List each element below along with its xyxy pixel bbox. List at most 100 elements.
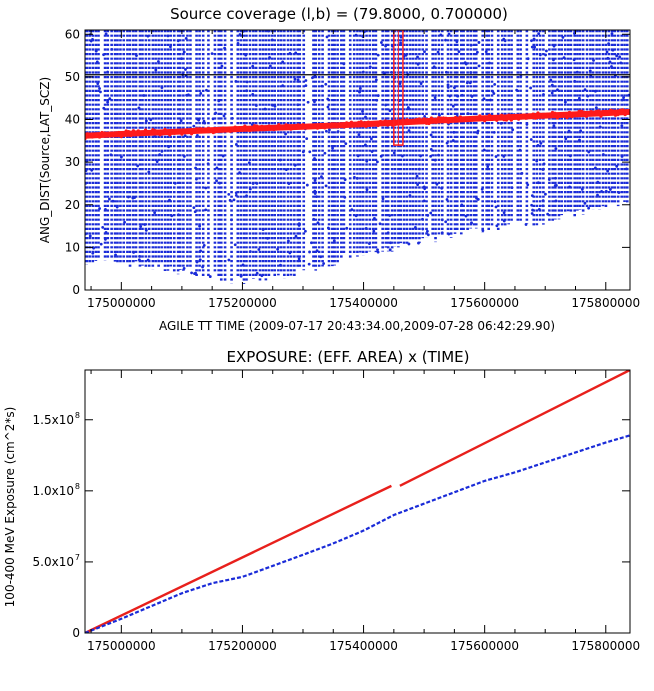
chart1-red-point [567, 110, 572, 114]
chart1-red-point [110, 132, 114, 137]
chart2-ylabel: 100-400 MeV Exposure (cm^2*s) [3, 407, 17, 608]
chart1-blue-point [153, 211, 157, 215]
chart2-xtick-label: 175600000 [450, 639, 519, 653]
chart1-red-point [337, 123, 341, 127]
chart1-blue-point [470, 221, 473, 225]
chart1-blue-point [137, 106, 141, 110]
chart1-red-point [148, 130, 152, 134]
chart1-red-point [216, 127, 220, 131]
chart1-blue-point [529, 138, 533, 141]
chart1-red-point [604, 109, 608, 114]
chart1-red-point [473, 115, 477, 120]
chart1-blue-point [432, 65, 436, 69]
chart1-blue-point [502, 211, 506, 215]
chart1-red-point [458, 115, 463, 119]
chart1-blue-point [554, 147, 558, 150]
chart1-blue-point [218, 181, 222, 185]
chart1-red-point [407, 119, 412, 123]
chart1-red-point [492, 116, 496, 120]
chart1-blue-point [617, 191, 621, 194]
chart1-blue-point [364, 115, 367, 119]
chart1-red-point [267, 124, 271, 128]
chart1-blue-point [257, 248, 261, 251]
chart1-blue-point [328, 128, 331, 132]
chart1-blue-point [401, 154, 404, 158]
chart1-blue-point [227, 258, 231, 262]
chart1-red-point [277, 123, 281, 127]
chart1-red-point [354, 122, 358, 126]
chart1-red-point [306, 124, 310, 128]
chart1-red-point [357, 120, 361, 124]
chart1-red-point [497, 115, 501, 119]
chart1-blue-point [324, 82, 328, 86]
chart1-red-point [533, 116, 538, 120]
chart1-blue-point [241, 263, 245, 267]
chart1-red-point [504, 118, 509, 122]
chart1-blue-point [583, 201, 587, 205]
chart1-frame [84, 29, 631, 291]
chart1-blue-point [263, 107, 267, 111]
chart1-red-point [456, 118, 460, 123]
chart1-red-point [231, 129, 235, 133]
chart1-blue-point [322, 262, 326, 265]
chart1-red-point [332, 122, 337, 126]
chart1-red-point [187, 130, 191, 135]
chart1-blue-point [358, 90, 361, 94]
chart1-red-point [156, 130, 160, 134]
chart1-blue-point [305, 137, 309, 141]
chart1-blue-point [173, 181, 177, 185]
chart2-xtick-label: 175000000 [87, 639, 156, 653]
chart1-blue-point [477, 64, 481, 68]
chart1-red-point [422, 117, 426, 121]
chart1-red-point [463, 116, 467, 120]
chart1-blue-point [199, 249, 202, 253]
chart1-blue-point [586, 94, 590, 98]
chart1-blue-point [287, 239, 290, 243]
chart1-blue-point [537, 207, 541, 211]
chart1-red-point [85, 132, 90, 136]
chart1-blue-point [489, 98, 492, 102]
chart1-blue-point [378, 222, 382, 226]
chart1-blue-point [137, 258, 141, 262]
chart1-red-point [136, 129, 140, 133]
chart1-blue-point [608, 60, 612, 64]
chart1-blue-point [573, 79, 577, 83]
chart2-plot-area [85, 370, 630, 633]
chart1-red-point [209, 129, 213, 133]
chart1-red-point [449, 118, 453, 122]
chart1-blue-point [600, 189, 603, 193]
chart1-red-point [364, 124, 368, 129]
chart1-red-point [371, 122, 375, 126]
chart1-blue-point [255, 271, 259, 275]
chart1-blue-point [554, 176, 557, 180]
chart1-blue-point [154, 68, 158, 72]
chart1-blue-point [221, 154, 225, 158]
chart1-blue-point [502, 219, 506, 223]
chart1-red-point [381, 122, 385, 126]
chart2-ytick-label: 5.0x10 [33, 555, 74, 569]
chart1-red-point [255, 124, 259, 128]
chart1-blue-point [194, 271, 197, 275]
chart1-ylabel: ANG_DIST(Source,LAT_SCZ) [38, 77, 52, 243]
chart1-blue-point [238, 171, 241, 175]
chart1-blue-point [606, 169, 610, 173]
chart1-blue-point [195, 177, 198, 181]
chart1-blue-point [482, 148, 486, 152]
chart1-blue-point [354, 33, 358, 37]
chart1-ytick-label: 10 [65, 240, 80, 254]
chart1-blue-point [530, 194, 534, 198]
chart1-blue-point [425, 229, 429, 233]
chart1-xlabel: AGILE TT TIME (2009-07-17 20:43:34.00,20… [159, 319, 555, 333]
chart1-blue-point [589, 74, 593, 78]
chart1-blue-point [407, 107, 411, 111]
chart1-red-point [509, 118, 513, 122]
chart1-red-point [289, 127, 293, 131]
chart1-blue-point [190, 271, 193, 275]
chart1-blue-point [245, 80, 249, 84]
chart1-blue-point [542, 93, 545, 96]
chart1-blue-point [288, 251, 292, 255]
chart1-red-point [454, 115, 458, 120]
chart1-red-point [616, 113, 620, 117]
chart1-blue-point [354, 214, 358, 218]
chart1-red-point [417, 117, 421, 121]
